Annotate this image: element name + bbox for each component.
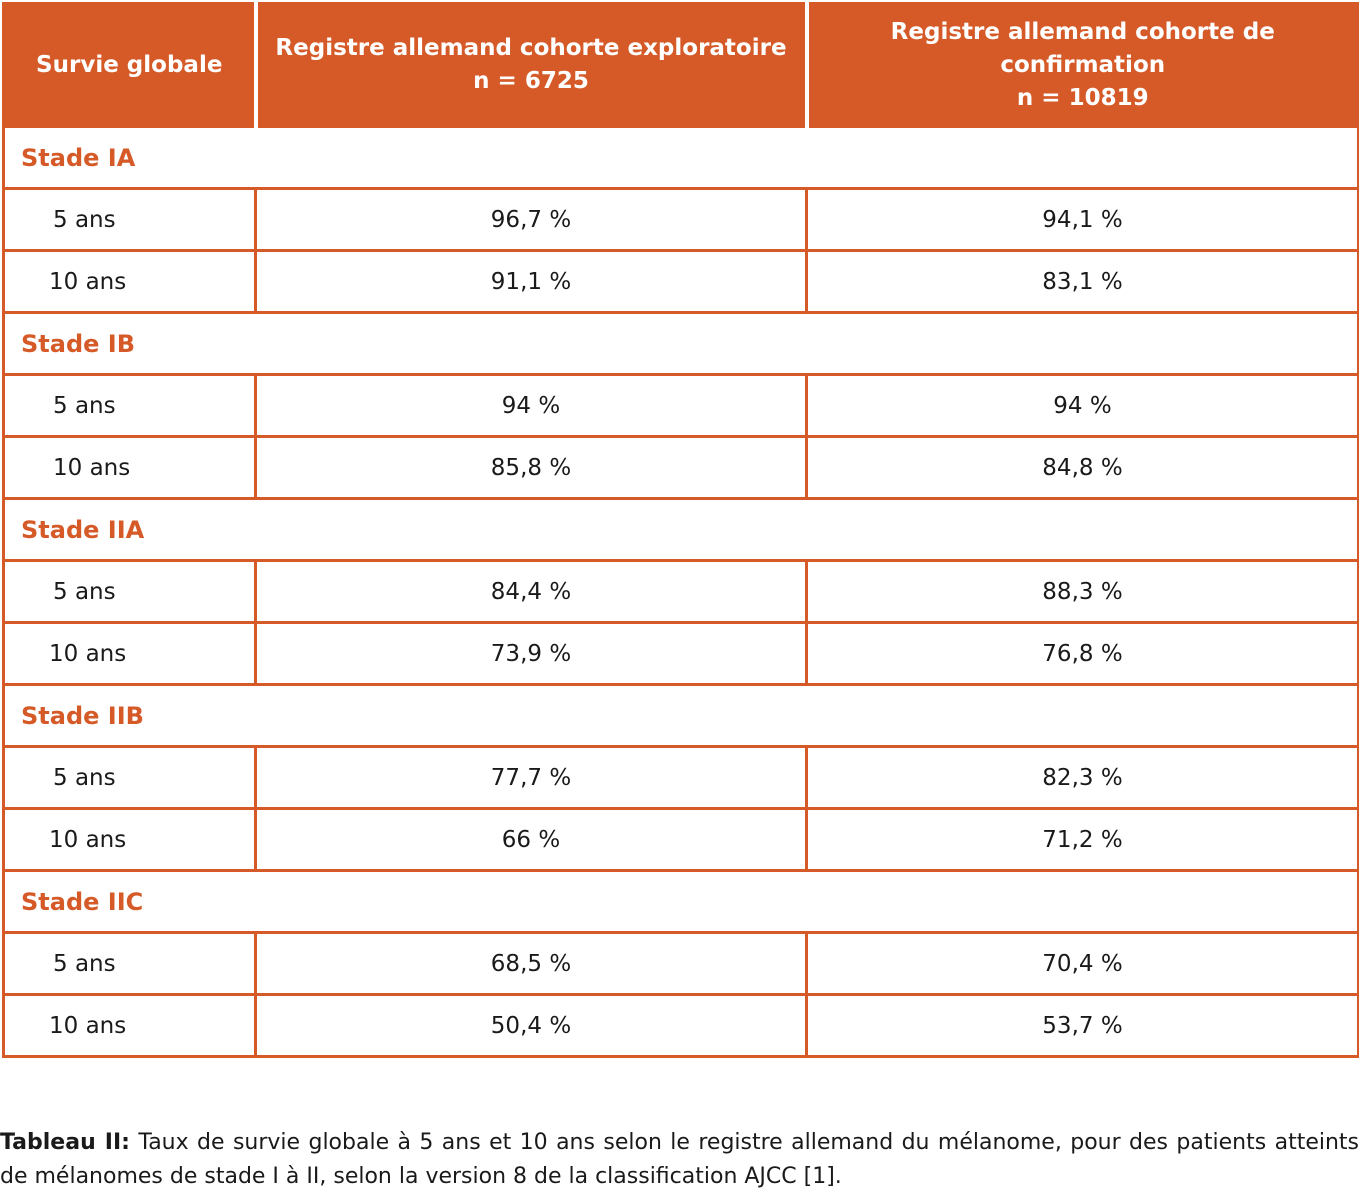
- confirmation-value-cell: 76,8 %: [805, 621, 1359, 686]
- confirmation-value-cell: 82,3 %: [805, 745, 1359, 810]
- period-cell: 5 ans: [2, 373, 257, 438]
- header-cohorte-confirmation-title-2: confirmation: [1000, 51, 1166, 78]
- period-cell: 5 ans: [2, 187, 257, 252]
- confirmation-value-cell: 88,3 %: [805, 559, 1359, 624]
- header-survie-globale: Survie globale: [2, 2, 257, 128]
- header-cohorte-exploratoire-title: Registre allemand cohorte exploratoire: [275, 35, 787, 61]
- period-cell: 10 ans: [2, 993, 257, 1058]
- table-row: 5 ans 96,7 % 94,1 %: [2, 187, 1359, 252]
- confirmation-value-cell: 84,8 %: [805, 435, 1359, 500]
- stage-row: Stade IB: [2, 311, 1359, 376]
- exploratoire-value-cell: 66 %: [254, 807, 808, 872]
- period-cell: 5 ans: [2, 745, 257, 810]
- survival-table: Survie globale Registre allemand cohorte…: [2, 2, 1359, 1058]
- exploratoire-value-cell: 96,7 %: [254, 187, 808, 252]
- header-cohorte-confirmation-title-1: Registre allemand cohorte de: [890, 18, 1275, 45]
- confirmation-value-cell: 83,1 %: [805, 249, 1359, 314]
- table-row: 10 ans 91,1 % 83,1 %: [2, 249, 1359, 314]
- header-cohorte-exploratoire: Registre allemand cohorte exploratoire n…: [253, 2, 808, 128]
- caption-text: Taux de survie globale à 5 ans et 10 ans…: [0, 1130, 1359, 1189]
- header-cohorte-exploratoire-n: n = 6725: [473, 68, 589, 94]
- table-header: Survie globale Registre allemand cohorte…: [2, 2, 1359, 128]
- period-cell: 5 ans: [2, 931, 257, 996]
- exploratoire-value-cell: 68,5 %: [254, 931, 808, 996]
- period-cell: 10 ans: [2, 249, 257, 314]
- period-cell: 10 ans: [2, 807, 257, 872]
- table-row: 10 ans 50,4 % 53,7 %: [2, 993, 1359, 1058]
- table-caption: Tableau II: Taux de survie globale à 5 a…: [0, 1126, 1359, 1194]
- confirmation-value-cell: 53,7 %: [805, 993, 1359, 1058]
- stage-row: Stade IIA: [2, 497, 1359, 562]
- period-cell: 5 ans: [2, 559, 257, 624]
- confirmation-value-cell: 94,1 %: [805, 187, 1359, 252]
- exploratoire-value-cell: 50,4 %: [254, 993, 808, 1058]
- table-row: 10 ans 73,9 % 76,8 %: [2, 621, 1359, 686]
- table-body: Stade IA 5 ans 96,7 % 94,1 % 10 ans 91,1 % 83,…: [2, 125, 1359, 1058]
- table-row: 5 ans 68,5 % 70,4 %: [2, 931, 1359, 996]
- survival-table-container: Survie globale Registre allemand cohorte…: [2, 2, 1359, 1058]
- exploratoire-value-cell: 77,7 %: [254, 745, 808, 810]
- period-cell: 10 ans: [2, 621, 257, 686]
- stage-row: Stade IIC: [2, 869, 1359, 934]
- caption-label: Tableau II:: [0, 1130, 130, 1155]
- stage-label: Stade IIC: [2, 869, 1359, 934]
- header-cohorte-confirmation-n: n = 10819: [1016, 84, 1149, 111]
- header-cohorte-confirmation: Registre allemand cohorte de confirmatio…: [804, 2, 1359, 128]
- exploratoire-value-cell: 85,8 %: [254, 435, 808, 500]
- period-cell: 10 ans: [2, 435, 257, 500]
- table-row: 10 ans 66 % 71,2 %: [2, 807, 1359, 872]
- stage-row: Stade IIB: [2, 683, 1359, 748]
- stage-row: Stade IA: [2, 125, 1359, 190]
- header-row: Survie globale Registre allemand cohorte…: [2, 2, 1359, 128]
- exploratoire-value-cell: 84,4 %: [254, 559, 808, 624]
- stage-label: Stade IA: [2, 125, 1359, 190]
- exploratoire-value-cell: 94 %: [254, 373, 808, 438]
- stage-label: Stade IIB: [2, 683, 1359, 748]
- exploratoire-value-cell: 91,1 %: [254, 249, 808, 314]
- stage-label: Stade IIA: [2, 497, 1359, 562]
- confirmation-value-cell: 70,4 %: [805, 931, 1359, 996]
- table-row: 5 ans 94 % 94 %: [2, 373, 1359, 438]
- stage-label: Stade IB: [2, 311, 1359, 376]
- confirmation-value-cell: 94 %: [805, 373, 1359, 438]
- confirmation-value-cell: 71,2 %: [805, 807, 1359, 872]
- table-row: 5 ans 84,4 % 88,3 %: [2, 559, 1359, 624]
- table-row: 10 ans 85,8 % 84,8 %: [2, 435, 1359, 500]
- table-row: 5 ans 77,7 % 82,3 %: [2, 745, 1359, 810]
- exploratoire-value-cell: 73,9 %: [254, 621, 808, 686]
